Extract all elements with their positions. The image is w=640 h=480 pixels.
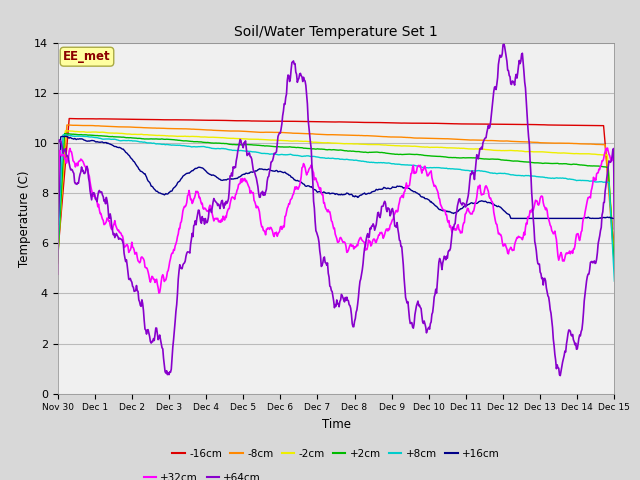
-8cm [177, 126, 184, 132]
+2cm [201, 140, 209, 145]
-8cm [328, 132, 336, 138]
+16cm [54, 216, 61, 221]
-8cm [64, 122, 72, 128]
Y-axis label: Temperature (C): Temperature (C) [18, 170, 31, 267]
+32cm [611, 213, 618, 219]
+2cm [177, 138, 184, 144]
+2cm [437, 154, 445, 159]
-16cm [383, 120, 390, 125]
Line: +2cm: +2cm [58, 133, 614, 268]
+16cm [383, 186, 390, 192]
+2cm [611, 265, 618, 271]
+64cm [176, 262, 184, 268]
+32cm [54, 271, 61, 277]
+16cm [201, 167, 209, 173]
+8cm [560, 176, 568, 181]
-2cm [383, 142, 390, 148]
-8cm [201, 127, 209, 133]
-8cm [611, 261, 618, 267]
Line: +16cm: +16cm [58, 136, 614, 218]
Legend: +32cm, +64cm: +32cm, +64cm [140, 469, 265, 480]
+2cm [383, 150, 390, 156]
+16cm [328, 190, 336, 196]
Line: +64cm: +64cm [58, 44, 614, 375]
Line: +8cm: +8cm [58, 135, 614, 281]
+32cm [560, 258, 568, 264]
-16cm [65, 116, 73, 121]
-8cm [560, 140, 568, 146]
-16cm [54, 253, 61, 259]
Line: -16cm: -16cm [58, 119, 614, 256]
+64cm [611, 226, 618, 232]
+8cm [60, 132, 68, 138]
+64cm [436, 258, 444, 264]
+64cm [561, 348, 569, 354]
+2cm [61, 131, 68, 136]
Text: EE_met: EE_met [63, 50, 111, 63]
X-axis label: Time: Time [321, 418, 351, 431]
-2cm [61, 128, 69, 134]
-16cm [560, 122, 568, 128]
+8cm [201, 144, 209, 150]
+16cm [62, 133, 70, 139]
+32cm [437, 203, 445, 209]
+32cm [604, 145, 611, 151]
-2cm [328, 140, 336, 146]
+8cm [328, 156, 336, 161]
-8cm [383, 134, 390, 140]
-8cm [54, 251, 61, 257]
+8cm [383, 160, 390, 166]
-16cm [437, 120, 445, 126]
-2cm [54, 259, 61, 265]
+32cm [383, 226, 390, 232]
+2cm [560, 161, 568, 167]
-2cm [177, 133, 184, 139]
+32cm [328, 219, 336, 225]
Line: -8cm: -8cm [58, 125, 614, 264]
+32cm [201, 205, 209, 211]
-8cm [437, 136, 445, 142]
-16cm [328, 119, 336, 125]
+8cm [437, 165, 445, 171]
+16cm [611, 216, 618, 221]
+64cm [381, 200, 389, 206]
+64cm [328, 288, 335, 293]
-2cm [560, 150, 568, 156]
-16cm [611, 248, 618, 253]
+8cm [611, 278, 618, 284]
+2cm [328, 147, 336, 153]
+64cm [556, 372, 564, 378]
Title: Soil/Water Temperature Set 1: Soil/Water Temperature Set 1 [234, 25, 438, 39]
+32cm [177, 220, 184, 226]
Line: +32cm: +32cm [58, 148, 614, 293]
+16cm [177, 177, 184, 182]
+8cm [177, 143, 184, 148]
-16cm [201, 117, 209, 123]
+32cm [155, 290, 163, 296]
+64cm [200, 216, 207, 222]
+16cm [560, 216, 568, 221]
Line: -2cm: -2cm [58, 131, 614, 263]
-16cm [177, 117, 184, 123]
+16cm [437, 207, 445, 213]
+2cm [54, 261, 61, 266]
+64cm [54, 221, 61, 227]
+8cm [54, 253, 61, 259]
-2cm [437, 144, 445, 150]
-2cm [611, 260, 618, 265]
+64cm [500, 41, 508, 47]
-2cm [201, 134, 209, 140]
